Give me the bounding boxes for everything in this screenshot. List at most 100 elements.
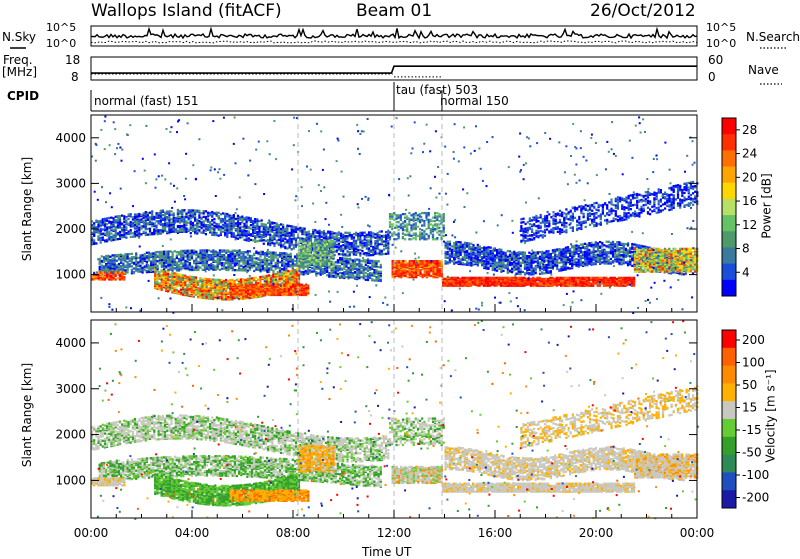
heatmap-cell <box>151 232 153 234</box>
heatmap-cell <box>197 253 199 255</box>
heatmap-cell <box>221 286 223 288</box>
heatmap-cell <box>191 250 193 252</box>
heatmap-cell <box>93 222 95 224</box>
heatmap-cell <box>313 257 315 259</box>
heatmap-cell <box>199 267 201 269</box>
heatmap-cell <box>340 245 342 247</box>
heatmap-cell <box>305 242 307 244</box>
heatmap-cell <box>355 252 357 254</box>
heatmap-cell <box>363 259 365 261</box>
heatmap-cell <box>235 222 237 224</box>
heatmap-cell <box>144 265 146 267</box>
heatmap-cell <box>246 219 248 221</box>
heatmap-cell <box>359 232 361 234</box>
heatmap-cell <box>165 265 167 267</box>
heatmap-cell <box>153 228 155 230</box>
heatmap-cell <box>102 236 104 238</box>
heatmap-cell <box>417 220 419 222</box>
heatmap-cell <box>171 275 173 277</box>
heatmap-cell <box>425 228 427 230</box>
heatmap-cell <box>317 248 319 250</box>
heatmap-cell <box>112 258 114 260</box>
heatmap-cell <box>368 231 370 233</box>
heatmap-cell <box>113 234 115 236</box>
heatmap-cell <box>139 254 141 256</box>
freq-series-line <box>91 66 697 73</box>
heatmap-cell <box>250 227 252 229</box>
heatmap-cell <box>148 252 150 254</box>
heatmap-cell <box>368 247 370 249</box>
heatmap-cell <box>173 272 175 274</box>
heatmap-cell <box>257 262 259 264</box>
heatmap-cell <box>212 256 214 258</box>
heatmap-cell <box>309 253 311 255</box>
heatmap-cell <box>201 297 203 299</box>
heatmap-cell <box>396 275 398 277</box>
heatmap-cell <box>307 269 309 271</box>
heatmap-cell <box>198 210 200 212</box>
heatmap-cell <box>184 250 186 252</box>
heatmap-cell <box>328 257 330 259</box>
heatmap-cell <box>181 216 183 218</box>
heatmap-cell <box>355 234 357 236</box>
heatmap-cell <box>367 279 369 281</box>
heatmap-cell <box>348 258 350 260</box>
heatmap-cell <box>184 252 186 254</box>
heatmap-cell <box>338 253 340 255</box>
heatmap-cell <box>367 270 369 272</box>
heatmap-cell <box>208 287 210 289</box>
heatmap-cell <box>243 239 245 241</box>
heatmap-cell <box>380 266 382 268</box>
heatmap-cell <box>130 236 132 238</box>
heatmap-cell <box>109 265 111 267</box>
heatmap-cell <box>210 278 212 280</box>
heatmap-cell <box>213 221 215 223</box>
heatmap-cell <box>417 226 419 228</box>
heatmap-cell <box>307 240 309 242</box>
heatmap-cell <box>284 228 286 230</box>
heatmap-cell <box>204 278 206 280</box>
heatmap-cell <box>193 250 195 252</box>
heatmap-cell <box>127 255 129 257</box>
heatmap-cell <box>256 290 258 292</box>
heatmap-cell <box>421 219 423 221</box>
heatmap-cell <box>189 275 191 277</box>
heatmap-cell <box>149 228 151 230</box>
heatmap-cell <box>315 248 317 250</box>
heatmap-cell <box>147 222 149 224</box>
heatmap-cell <box>204 262 206 264</box>
heatmap-cell <box>292 261 294 263</box>
heatmap-cell <box>137 271 139 273</box>
heatmap-cell <box>339 267 341 269</box>
heatmap-cell <box>260 255 262 257</box>
heatmap-cell <box>193 288 195 290</box>
heatmap-cell <box>415 236 417 238</box>
heatmap-cell <box>201 217 203 219</box>
heatmap-cell <box>190 223 192 225</box>
heatmap-cell <box>333 267 335 269</box>
heatmap-cell <box>140 225 142 227</box>
heatmap-cell <box>424 274 426 276</box>
heatmap-cell <box>199 249 201 251</box>
heatmap-cell <box>244 279 246 281</box>
heatmap-cell <box>140 218 142 220</box>
heatmap-cell <box>361 246 363 248</box>
heatmap-cell <box>173 289 175 291</box>
heatmap-cell <box>164 212 166 214</box>
heatmap-cell <box>201 293 203 295</box>
heatmap-cell <box>413 219 415 221</box>
heatmap-cell <box>389 236 391 238</box>
heatmap-cell <box>428 226 430 228</box>
heatmap-cell <box>324 240 326 242</box>
heatmap-cell <box>186 284 188 286</box>
heatmap-cell <box>212 278 214 280</box>
heatmap-cell <box>373 275 375 277</box>
heatmap-cell <box>163 262 165 264</box>
heatmap-cell <box>246 278 248 280</box>
heatmap-cell <box>276 240 278 242</box>
heatmap-cell <box>402 260 404 262</box>
heatmap-cell <box>311 243 313 245</box>
heatmap-cell <box>265 235 267 237</box>
heatmap-cell <box>264 257 266 259</box>
